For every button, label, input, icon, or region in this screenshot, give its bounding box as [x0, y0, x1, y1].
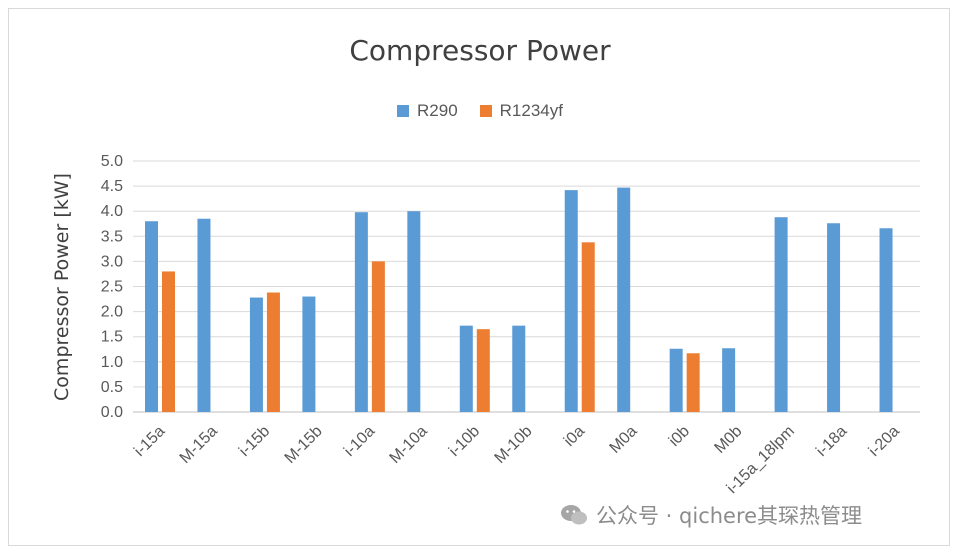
y-tick-label: 1.0: [101, 354, 123, 371]
bar-r290: [459, 325, 473, 412]
y-tick-label: 4.5: [101, 178, 123, 195]
legend-label-r290: R290: [417, 101, 458, 120]
bar-r290: [512, 325, 526, 412]
bar-r290: [617, 187, 631, 412]
chart-title: Compressor Power: [349, 34, 611, 67]
watermark-text: 公众号 · qichere其琛热管理: [596, 504, 863, 528]
x-tick-label: M0a: [607, 423, 641, 457]
bar-r290: [827, 223, 841, 412]
legend-swatch-r290: [397, 105, 410, 117]
bar-r290: [249, 297, 263, 412]
y-tick-label: 2.5: [101, 279, 123, 296]
legend-swatch-r1234yf: [479, 105, 492, 117]
y-tick-label: 1.5: [101, 329, 123, 346]
chart-legend: R290 R1234yf: [0, 101, 960, 121]
y-tick-label: 2.0: [101, 304, 123, 321]
bar-r290: [774, 217, 788, 412]
bar-r1234yf: [686, 353, 700, 412]
bar-r290: [669, 348, 683, 412]
legend-label-r1234yf: R1234yf: [499, 101, 563, 120]
y-tick-label: 0.0: [101, 404, 123, 421]
x-tick-label: M-15b: [282, 423, 326, 467]
x-tick-label: i-15b: [236, 423, 273, 460]
x-tick-label: M-15a: [177, 423, 221, 467]
bar-r290: [197, 218, 211, 412]
x-tick-label: M-10a: [387, 423, 431, 467]
bar-r290: [302, 296, 316, 412]
x-tick-label: i0a: [561, 423, 588, 450]
bar-r290: [354, 212, 368, 412]
bar-r1234yf: [476, 329, 490, 412]
y-tick-label: 4.0: [101, 203, 123, 220]
wechat-icon: [561, 505, 587, 525]
x-tick-label: i-10a: [341, 423, 378, 460]
x-tick-label: i-18a: [813, 423, 850, 460]
bar-r1234yf: [581, 242, 595, 412]
x-tick-label: i-10b: [446, 423, 483, 460]
bar-r290: [564, 190, 578, 412]
bar-r1234yf: [371, 261, 385, 412]
bar-r1234yf: [162, 271, 175, 412]
y-tick-label: 3.5: [101, 228, 123, 245]
bar-r290: [145, 221, 158, 412]
x-tick-label: i-15a: [131, 423, 168, 460]
y-tick-label: 5.0: [101, 153, 123, 170]
y-tick-label: 0.5: [101, 379, 123, 396]
bar-r290: [879, 228, 893, 412]
bar-r1234yf: [266, 292, 280, 412]
x-tick-label: i-20a: [866, 423, 903, 460]
x-tick-label: i0b: [666, 423, 693, 450]
legend-item-r290: R290: [397, 101, 458, 121]
bar-r290: [407, 211, 421, 412]
watermark: 公众号 · qichere其琛热管理: [560, 500, 862, 530]
bar-r290: [722, 348, 736, 412]
legend-item-r1234yf: R1234yf: [479, 101, 563, 121]
y-tick-label: 3.0: [101, 253, 123, 270]
x-tick-label: M0b: [711, 423, 745, 457]
x-tick-label: M-10b: [492, 423, 536, 467]
